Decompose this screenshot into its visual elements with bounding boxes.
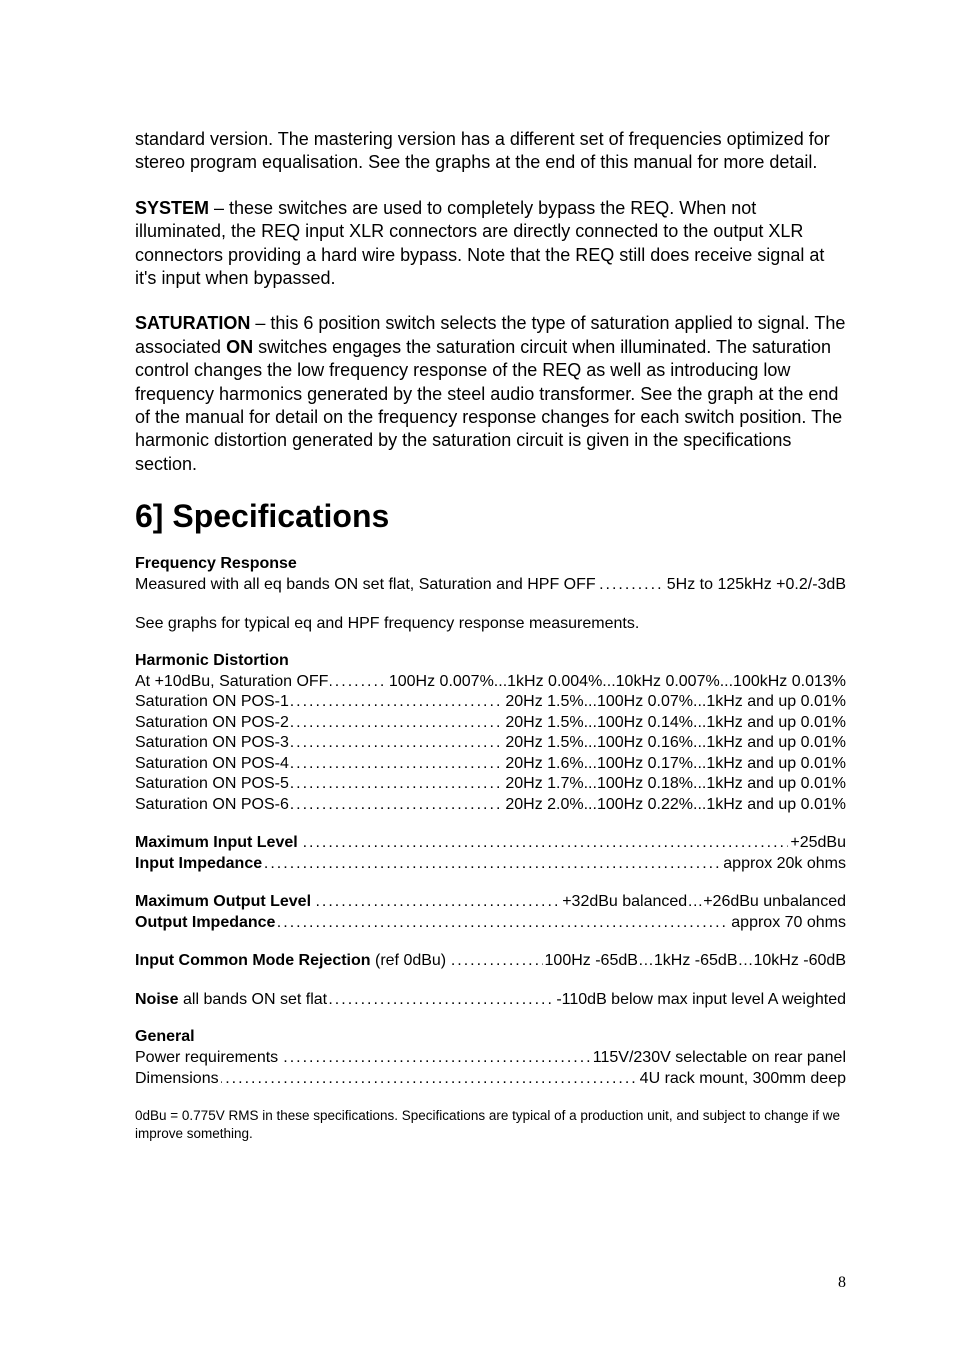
saturation-paragraph: SATURATION – this 6 position switch sele… — [135, 312, 846, 476]
harmonic-distortion-block: Harmonic Distortion ....................… — [135, 652, 846, 815]
footnote: 0dBu = 0.775V RMS in these specification… — [135, 1107, 846, 1142]
output-block: ........................................… — [135, 892, 846, 933]
freq-resp-label: Measured with all eq bands ON set flat, … — [135, 575, 598, 595]
hd-row-3-value: 20Hz 1.5%...100Hz 0.16%...1kHz and up 0.… — [503, 733, 846, 753]
saturation-text-2: switches engages the saturation circuit … — [135, 337, 842, 474]
frequency-response-heading: Frequency Response — [135, 555, 846, 573]
input-row-1: ........................................… — [135, 854, 846, 874]
general-row-0-label: Power requirements — [135, 1048, 280, 1068]
hd-row-5-value: 20Hz 1.7%...100Hz 0.18%...1kHz and up 0.… — [503, 774, 846, 794]
output-row-1: ........................................… — [135, 913, 846, 933]
icmr-value: 100Hz -65dB…1kHz -65dB…10kHz -60dB — [543, 951, 846, 971]
hd-row-3-label: Saturation ON POS-3 — [135, 733, 291, 753]
hd-row-1-value: 20Hz 1.5%...100Hz 0.07%...1kHz and up 0.… — [503, 692, 846, 712]
hd-row-6: ........................................… — [135, 795, 846, 815]
general-heading: General — [135, 1028, 846, 1046]
frequency-response-note: See graphs for typical eq and HPF freque… — [135, 614, 846, 634]
input-row-1-label: Input Impedance — [135, 854, 264, 874]
input-block: ........................................… — [135, 833, 846, 874]
hd-row-6-value: 20Hz 2.0%...100Hz 0.22%...1kHz and up 0.… — [503, 795, 846, 815]
system-label: SYSTEM — [135, 198, 209, 218]
input-row-0-label: Maximum Input Level — [135, 833, 300, 853]
freq-resp-value: 5Hz to 125kHz +0.2/-3dB — [665, 575, 846, 595]
hd-row-2-label: Saturation ON POS-2 — [135, 713, 291, 733]
specifications-heading: 6] Specifications — [135, 498, 846, 535]
noise-value: -110dB below max input level A weighted — [554, 990, 846, 1010]
hd-row-4: ........................................… — [135, 754, 846, 774]
hd-row-5-label: Saturation ON POS-5 — [135, 774, 291, 794]
noise-label-bold: Noise — [135, 991, 179, 1008]
hd-row-6-label: Saturation ON POS-6 — [135, 795, 291, 815]
input-row-0: ........................................… — [135, 833, 846, 853]
general-row-0-value: 115V/230V selectable on rear panel — [591, 1048, 846, 1068]
system-paragraph: SYSTEM – these switches are used to comp… — [135, 197, 846, 291]
hd-row-3: ........................................… — [135, 733, 846, 753]
hd-row-2: ........................................… — [135, 713, 846, 733]
hd-row-0-value: 100Hz 0.007%...1kHz 0.004%...10kHz 0.007… — [387, 672, 846, 692]
icmr-label-bold: Input Common Mode Rejection — [135, 952, 371, 969]
hd-row-0: ........................................… — [135, 672, 846, 692]
frequency-response-measured: ........................................… — [135, 575, 846, 595]
on-label: ON — [226, 337, 253, 357]
hd-row-4-label: Saturation ON POS-4 — [135, 754, 291, 774]
hd-row-2-value: 20Hz 1.5%...100Hz 0.14%...1kHz and up 0.… — [503, 713, 846, 733]
page-number: 8 — [838, 1274, 846, 1292]
system-text: – these switches are used to completely … — [135, 198, 824, 288]
manual-page: standard version. The mastering version … — [0, 0, 954, 1350]
output-row-0-value: +32dBu balanced…+26dBu unbalanced — [560, 892, 846, 912]
noise-block: ........................................… — [135, 990, 846, 1010]
input-row-0-value: +25dBu — [788, 833, 846, 853]
output-row-1-label: Output Impedance — [135, 913, 277, 933]
hd-row-4-value: 20Hz 1.6%...100Hz 0.17%...1kHz and up 0.… — [503, 754, 846, 774]
output-row-1-value: approx 70 ohms — [729, 913, 846, 933]
general-row-1-label: Dimensions — [135, 1069, 221, 1089]
frequency-response-block: Frequency Response .....................… — [135, 555, 846, 595]
general-row-1: ........................................… — [135, 1069, 846, 1089]
input-row-1-value: approx 20k ohms — [721, 854, 846, 874]
noise-row: ........................................… — [135, 990, 846, 1010]
general-block: General ................................… — [135, 1028, 846, 1089]
hd-row-5: ........................................… — [135, 774, 846, 794]
general-row-1-value: 4U rack mount, 300mm deep — [638, 1069, 846, 1089]
noise-label-rest: all bands ON set flat — [179, 991, 328, 1008]
saturation-label: SATURATION — [135, 313, 250, 333]
harmonic-distortion-heading: Harmonic Distortion — [135, 652, 846, 670]
icmr-label-rest: (ref 0dBu) — [371, 952, 447, 969]
hd-row-1-label: Saturation ON POS-1 — [135, 692, 291, 712]
output-row-0: ........................................… — [135, 892, 846, 912]
hd-row-1: ........................................… — [135, 692, 846, 712]
icmr-row: ........................................… — [135, 951, 846, 971]
general-row-0: ........................................… — [135, 1048, 846, 1068]
output-row-0-label: Maximum Output Level — [135, 892, 313, 912]
icmr-block: ........................................… — [135, 951, 846, 971]
hd-row-0-label: At +10dBu, Saturation OFF — [135, 672, 330, 692]
intro-paragraph: standard version. The mastering version … — [135, 128, 846, 175]
